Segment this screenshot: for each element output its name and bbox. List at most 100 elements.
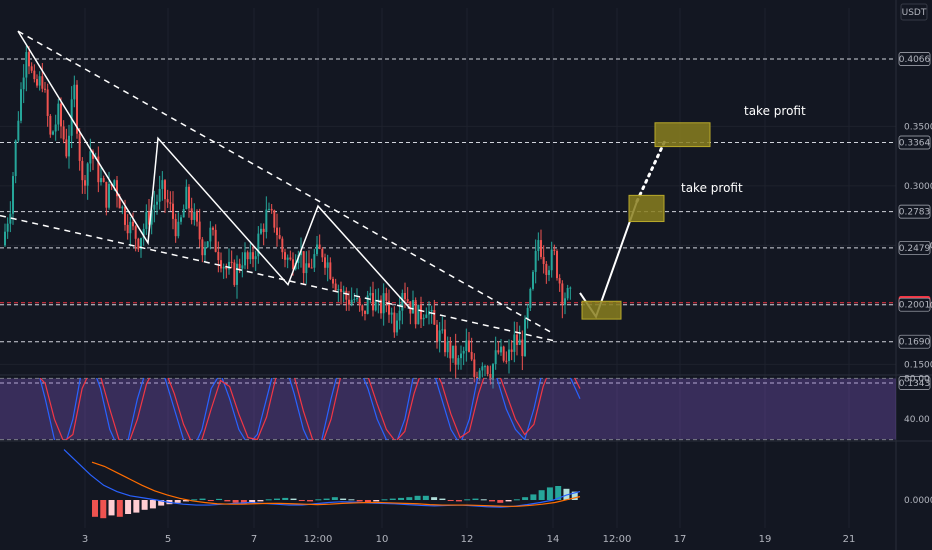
candle[interactable] xyxy=(97,146,100,193)
candle[interactable] xyxy=(441,316,444,334)
candle[interactable] xyxy=(25,45,28,92)
candle[interactable] xyxy=(534,239,537,284)
candle[interactable] xyxy=(68,124,70,169)
candle[interactable] xyxy=(436,320,438,349)
candle[interactable] xyxy=(177,212,180,239)
candle[interactable] xyxy=(76,80,78,139)
level-price-tag[interactable]: 0.1343 xyxy=(898,376,931,390)
candle[interactable] xyxy=(57,98,60,131)
candle[interactable] xyxy=(172,191,174,230)
candle[interactable] xyxy=(166,189,169,208)
candle[interactable] xyxy=(36,74,38,88)
candle[interactable] xyxy=(489,365,492,385)
candle[interactable] xyxy=(262,223,265,246)
level-price-tag[interactable]: 0.4066 xyxy=(898,52,931,66)
candle[interactable] xyxy=(417,304,420,325)
candle[interactable] xyxy=(452,345,454,363)
candle[interactable] xyxy=(340,281,342,305)
macd-line[interactable] xyxy=(91,461,581,507)
time-axis[interactable]: 3 5 7 12:00 10 12 14 12:00 17 19 21 xyxy=(82,534,856,545)
candle[interactable] xyxy=(318,234,321,250)
candle[interactable] xyxy=(49,114,52,138)
candle[interactable] xyxy=(276,213,278,247)
candle[interactable] xyxy=(190,197,193,225)
candle[interactable] xyxy=(444,319,446,357)
candle[interactable] xyxy=(564,292,566,315)
candle[interactable] xyxy=(316,236,318,257)
candle[interactable] xyxy=(350,287,353,307)
candle[interactable] xyxy=(188,184,190,218)
candle[interactable] xyxy=(281,236,284,260)
candle[interactable] xyxy=(180,214,182,225)
candle[interactable] xyxy=(270,203,273,214)
candle[interactable] xyxy=(260,223,262,235)
candle[interactable] xyxy=(540,229,542,260)
candle[interactable] xyxy=(6,217,9,239)
candle[interactable] xyxy=(302,251,305,286)
candle[interactable] xyxy=(460,345,462,370)
candle[interactable] xyxy=(486,365,489,377)
candle[interactable] xyxy=(356,288,358,302)
candle[interactable] xyxy=(532,269,534,291)
candle[interactable] xyxy=(406,287,409,303)
candle[interactable] xyxy=(222,263,225,279)
candle[interactable] xyxy=(529,287,532,311)
candle[interactable] xyxy=(513,321,516,363)
candle[interactable] xyxy=(550,241,553,278)
candle[interactable] xyxy=(4,223,6,247)
candle[interactable] xyxy=(366,290,369,315)
candle[interactable] xyxy=(326,254,329,282)
candle[interactable] xyxy=(121,205,124,215)
candle[interactable] xyxy=(468,332,470,353)
candle[interactable] xyxy=(284,248,286,268)
candle[interactable] xyxy=(500,339,502,356)
candle[interactable] xyxy=(62,120,65,144)
candle[interactable] xyxy=(321,247,324,262)
candle[interactable] xyxy=(518,325,521,346)
take-profit-2-box[interactable] xyxy=(654,122,711,148)
candle[interactable] xyxy=(569,286,572,300)
candle[interactable] xyxy=(164,179,166,214)
candle[interactable] xyxy=(137,237,140,252)
candle[interactable] xyxy=(217,241,220,273)
candle[interactable] xyxy=(273,209,276,233)
candle[interactable] xyxy=(286,254,289,269)
candle[interactable] xyxy=(220,252,222,273)
candle[interactable] xyxy=(30,62,33,74)
candle[interactable] xyxy=(33,64,36,83)
candle[interactable] xyxy=(60,97,62,139)
stoch-line[interactable] xyxy=(36,358,581,450)
candle[interactable] xyxy=(169,191,172,211)
candle[interactable] xyxy=(412,290,414,314)
candle[interactable] xyxy=(196,209,198,227)
stoch-line[interactable] xyxy=(36,360,581,445)
candle[interactable] xyxy=(508,339,510,374)
candle[interactable] xyxy=(449,336,452,372)
candle[interactable] xyxy=(492,362,494,389)
candle[interactable] xyxy=(556,249,558,281)
candle[interactable] xyxy=(246,250,249,270)
candle[interactable] xyxy=(22,64,25,104)
candle[interactable] xyxy=(334,278,337,292)
candle[interactable] xyxy=(233,259,236,287)
candle[interactable] xyxy=(257,226,260,264)
candle[interactable] xyxy=(428,301,430,325)
candle[interactable] xyxy=(545,261,548,284)
candle[interactable] xyxy=(388,289,390,323)
macd-line[interactable] xyxy=(63,449,581,508)
candle[interactable] xyxy=(289,250,292,261)
candle[interactable] xyxy=(329,257,332,281)
currency-badge[interactable] xyxy=(900,3,928,21)
candle[interactable] xyxy=(28,46,30,75)
candle[interactable] xyxy=(86,162,89,200)
candle[interactable] xyxy=(193,203,196,226)
candle[interactable] xyxy=(361,304,364,317)
candle[interactable] xyxy=(310,258,313,269)
candle[interactable] xyxy=(161,171,164,201)
candle[interactable] xyxy=(521,330,524,371)
macd-pane[interactable] xyxy=(63,449,581,519)
candle[interactable] xyxy=(268,202,270,211)
candle[interactable] xyxy=(553,244,556,256)
candle[interactable] xyxy=(372,281,374,317)
candle[interactable] xyxy=(396,313,398,336)
